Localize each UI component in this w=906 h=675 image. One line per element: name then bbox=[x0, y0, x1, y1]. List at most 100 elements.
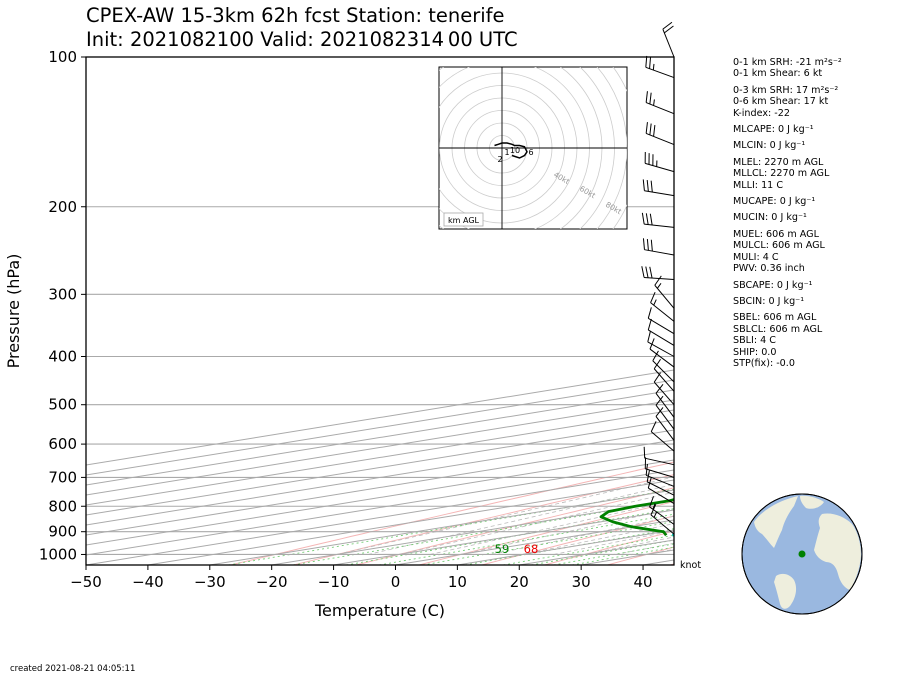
globe-land-eurafrica bbox=[814, 513, 861, 590]
parameter-line: MLLI: 11 C bbox=[733, 179, 784, 191]
globe-land-south-america bbox=[774, 573, 797, 609]
dry-adiabat bbox=[293, 474, 674, 565]
wind-barb bbox=[655, 395, 675, 430]
surface-dewpoint-label: 59 bbox=[495, 542, 510, 556]
hodograph-legend-box bbox=[443, 212, 484, 227]
dry-adiabat bbox=[356, 487, 674, 565]
x-tick-label: −10 bbox=[318, 573, 350, 591]
parameter-line: MULCL: 606 m AGL bbox=[733, 240, 825, 252]
x-tick-label: −20 bbox=[256, 573, 288, 591]
dry-adiabat bbox=[419, 501, 674, 565]
y-tick-label: 200 bbox=[48, 198, 77, 216]
y-tick-label: 700 bbox=[48, 468, 77, 486]
y-tick-label: 900 bbox=[48, 523, 77, 541]
isotherm bbox=[86, 469, 674, 565]
moist-adiabat bbox=[398, 491, 674, 555]
x-tick-label: −50 bbox=[70, 573, 102, 591]
moist-adiabat bbox=[460, 507, 674, 555]
isotherm bbox=[86, 389, 674, 486]
parameter-line: MULI: 4 C bbox=[733, 251, 779, 263]
wind-barb bbox=[650, 421, 675, 452]
wind-barb bbox=[645, 55, 675, 79]
y-tick-label: 800 bbox=[48, 497, 77, 515]
x-tick-label: 40 bbox=[634, 573, 653, 591]
isotherm bbox=[86, 419, 674, 516]
parameter-line: SBLI: 4 C bbox=[733, 335, 776, 347]
parameter-line: MLCAPE: 0 J kg⁻¹ bbox=[733, 124, 814, 136]
wind-barb bbox=[643, 446, 675, 466]
parameter-line: MUEL: 606 m AGL bbox=[733, 228, 819, 240]
parameter-line: 0-1 km SRH: -21 m²s⁻² bbox=[733, 57, 842, 68]
parameter-line: MLLCL: 2270 m AGL bbox=[733, 168, 830, 180]
isotherm bbox=[86, 399, 674, 496]
wind-barbs bbox=[641, 21, 675, 535]
isotherm bbox=[147, 479, 674, 565]
parameter-line: SBLCL: 606 m AGL bbox=[733, 323, 823, 335]
third_profile-profile bbox=[599, 498, 674, 537]
wind-barb bbox=[647, 318, 675, 346]
isotherm bbox=[86, 439, 674, 536]
parameter-line: 0-3 km SRH: 17 m²s⁻² bbox=[733, 84, 839, 96]
station-locator-globe bbox=[741, 493, 863, 615]
wind-barb bbox=[641, 266, 675, 280]
parameter-line: STP(fix): -0.0 bbox=[733, 357, 795, 369]
dry-adiabat bbox=[481, 515, 674, 565]
y-tick-label: 600 bbox=[48, 435, 77, 453]
parameter-line: PWV: 0.36 inch bbox=[733, 263, 805, 275]
parameter-line: MUCIN: 0 J kg⁻¹ bbox=[733, 212, 807, 224]
wind-barb bbox=[644, 151, 675, 173]
isotherm bbox=[86, 459, 674, 556]
surface-temperature-label: 68 bbox=[524, 542, 539, 556]
parameter-line: SBCAPE: 0 J kg⁻¹ bbox=[733, 279, 813, 291]
parameter-line: MLCIN: 0 J kg⁻¹ bbox=[733, 140, 806, 152]
parameter-line: SBCIN: 0 J kg⁻¹ bbox=[733, 295, 805, 307]
isotherm bbox=[86, 449, 674, 546]
hodograph-height-label: 2 bbox=[497, 155, 502, 164]
parameter-line: SBEL: 606 m AGL bbox=[733, 312, 817, 324]
wind-barb bbox=[641, 212, 675, 228]
y-axis-label: Pressure (hPa) bbox=[4, 254, 23, 369]
axes: −50 −40 −30 −20 −10 0 10 20 30 40 100 200 300 400 500 6… bbox=[39, 48, 653, 591]
created-timestamp: created 2021-08-21 04:05:11 bbox=[10, 664, 136, 674]
y-tick-label: 100 bbox=[48, 48, 77, 66]
globe-outline bbox=[741, 493, 863, 615]
wind-barb bbox=[655, 407, 675, 441]
wind-barb bbox=[649, 338, 675, 368]
y-tick-label: 1000 bbox=[39, 545, 77, 563]
parameter-line: 0-1 km Shear: 6 kt bbox=[733, 68, 823, 80]
y-tick-label: 400 bbox=[48, 348, 77, 366]
isotherm bbox=[86, 429, 674, 526]
wind-barb bbox=[645, 122, 675, 146]
x-tick-label: −30 bbox=[194, 573, 226, 591]
wind-barb bbox=[662, 21, 675, 58]
station-marker bbox=[798, 550, 806, 558]
hodograph-height-label: 6 bbox=[528, 148, 533, 157]
parameter-line: 0-6 km Shear: 17 kt bbox=[733, 96, 829, 108]
wind-barb bbox=[654, 275, 675, 309]
plot-frame bbox=[85, 56, 675, 566]
dry-adiabat bbox=[859, 57, 906, 565]
x-tick-label: 20 bbox=[510, 573, 529, 591]
x-tick-label: 10 bbox=[448, 573, 467, 591]
wind-barb bbox=[652, 350, 675, 383]
hodograph-height-label: 10 bbox=[510, 146, 520, 155]
wind-barb bbox=[644, 457, 675, 478]
wind-barb bbox=[642, 238, 675, 256]
dry-adiabat bbox=[230, 461, 674, 565]
y-tick-label: 300 bbox=[48, 285, 77, 303]
parameter-line: MUCAPE: 0 J kg⁻¹ bbox=[733, 196, 816, 208]
chart-title: CPEX-AW 15-3km 62h fcst Station: tenerif… bbox=[86, 4, 505, 27]
x-axis-label: Temperature (C) bbox=[314, 601, 445, 620]
globe-land-north-america bbox=[754, 496, 798, 548]
hodograph-trace bbox=[494, 142, 528, 159]
hodograph-height-label: 1 bbox=[504, 148, 509, 157]
parameter-line: MLEL: 2270 m AGL bbox=[733, 156, 824, 168]
wind-barb bbox=[647, 330, 675, 357]
wind-barb bbox=[645, 91, 675, 115]
parameter-line: SHIP: 0.0 bbox=[733, 346, 777, 358]
wind-unit-label: knot bbox=[680, 560, 702, 571]
x-tick-label: −40 bbox=[132, 573, 164, 591]
profile-lines bbox=[599, 498, 674, 537]
